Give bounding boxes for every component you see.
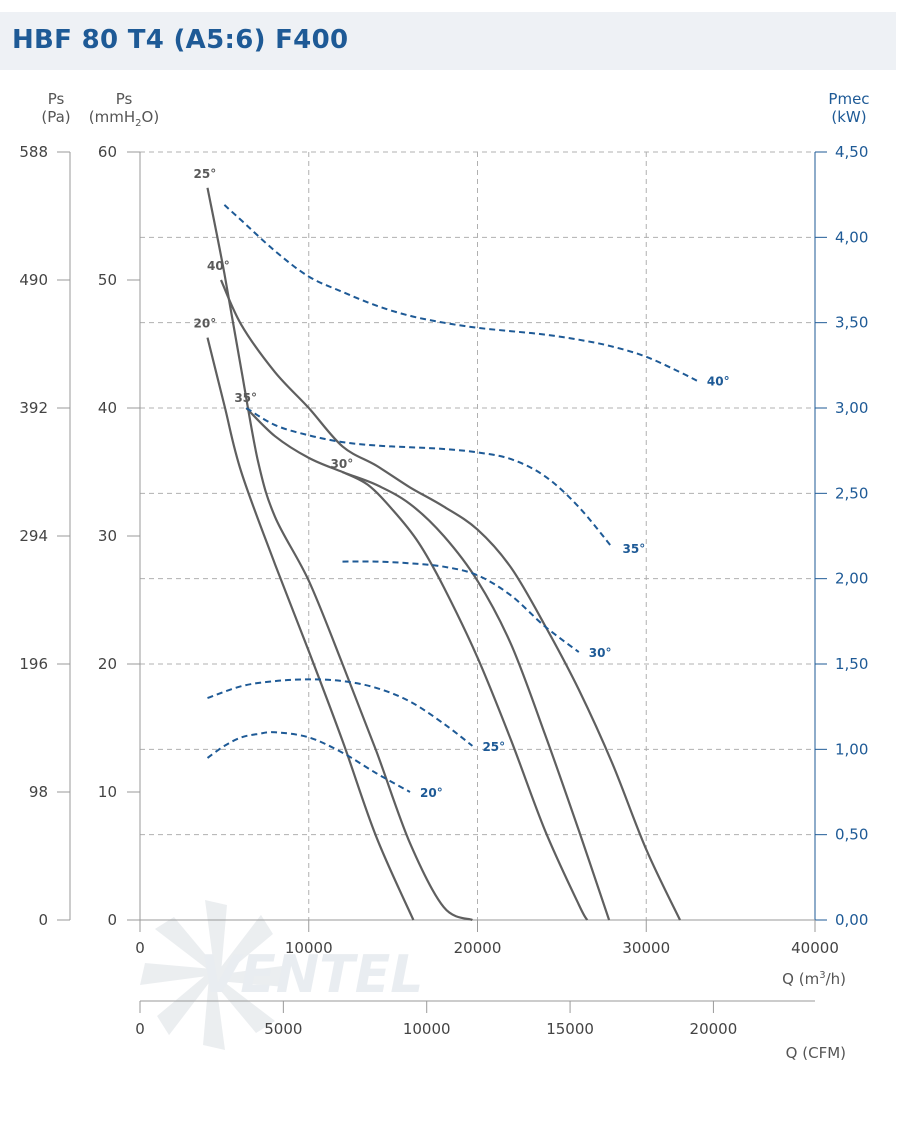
pa-tick-label: 0 (38, 911, 48, 929)
pa-tick-label: 588 (19, 143, 48, 161)
m3h-tick-label: 40000 (791, 939, 839, 957)
pressure-curve-40 (219, 279, 681, 921)
mm-unit-pre: (mmH (89, 108, 135, 126)
kw-tick-label: 1,00 (835, 740, 868, 758)
m3h-label-sup: 3 (819, 970, 825, 981)
pa-tick-label: 490 (19, 271, 48, 289)
power-curve-label: 20° (420, 786, 443, 800)
pressure-curve-label: 20° (194, 317, 217, 331)
m3h-label-pre: Q (m (782, 970, 819, 988)
power-curve-40 (223, 204, 698, 382)
power-curve-30 (342, 560, 580, 653)
axes: 09819629439249058801020304050600,000,501… (19, 143, 868, 1038)
cfm-tick-label: 15000 (546, 1020, 594, 1038)
power-curve-35 (245, 407, 614, 549)
bottom-m3h-axis-label: Q (m3/h) (782, 970, 846, 988)
pressure-curve-25 (206, 187, 473, 922)
pa-tick-label: 196 (19, 655, 48, 673)
power-curve-label: 30° (589, 646, 612, 660)
kw-tick-label: 0,00 (835, 911, 868, 929)
power-curves: 20° 25° 30° 35° 40° (206, 204, 730, 800)
grid (140, 151, 815, 920)
title-bar: HBF 80 T4 (A5:6) F400 (0, 12, 896, 70)
left-pa-axis-label: Ps (48, 90, 65, 108)
cfm-tick-label: 0 (135, 1020, 145, 1038)
m3h-label-post: /h) (826, 970, 846, 988)
mm-tick-label: 20 (98, 655, 117, 673)
pa-tick-label: 294 (19, 527, 48, 545)
mm-tick-label: 30 (98, 527, 117, 545)
m3h-tick-label: 0 (135, 939, 145, 957)
cfm-tick-label: 10000 (403, 1020, 451, 1038)
pressure-curve-label: 30° (331, 457, 354, 471)
mm-unit-post: O) (142, 108, 160, 126)
power-curve-25 (207, 678, 474, 747)
kw-tick-label: 4,00 (835, 228, 868, 246)
mm-tick-label: 0 (107, 911, 117, 929)
kw-tick-label: 3,00 (835, 399, 868, 417)
power-curve-label: 40° (707, 375, 730, 389)
chart-title: HBF 80 T4 (A5:6) F400 (12, 25, 349, 55)
m3h-tick-label: 30000 (622, 939, 670, 957)
cfm-tick-label: 20000 (690, 1020, 738, 1038)
power-curve-label: 35° (623, 542, 646, 556)
mm-tick-label: 50 (98, 271, 117, 289)
mm-unit-sub: 2 (135, 118, 141, 129)
right-axis-label: Pmec (828, 90, 869, 108)
kw-tick-label: 3,50 (835, 314, 868, 332)
left-mm-axis-unit: (mmH2O) (89, 108, 159, 129)
pressure-curve-label: 40° (207, 259, 230, 273)
pressure-curve-35 (245, 407, 611, 921)
power-curve-label: 25° (482, 740, 505, 754)
pressure-curve-label: 35° (234, 391, 257, 405)
mm-tick-label: 60 (98, 143, 117, 161)
pressure-curve-20 (206, 337, 415, 921)
kw-tick-label: 0,50 (835, 826, 868, 844)
pressure-curves: 20° 25° 40° 35° 30° (194, 167, 681, 922)
pressure-curve-label: 25° (194, 167, 217, 181)
ventel-watermark-logo: VENTEL (140, 900, 423, 1050)
kw-tick-label: 2,00 (835, 570, 868, 588)
watermark-text: VENTEL (200, 945, 423, 1005)
bottom-cfm-axis-label: Q (CFM) (786, 1044, 846, 1062)
left-mm-axis-label: Ps (116, 90, 133, 108)
kw-tick-label: 1,50 (835, 655, 868, 673)
left-pa-axis-unit: (Pa) (41, 108, 70, 126)
kw-tick-label: 4,50 (835, 143, 868, 161)
mm-tick-label: 10 (98, 783, 117, 801)
power-curve-20 (206, 731, 411, 793)
right-axis-unit: (kW) (831, 108, 866, 126)
mm-tick-label: 40 (98, 399, 117, 417)
kw-tick-label: 2,50 (835, 484, 868, 502)
m3h-tick-label: 20000 (454, 939, 502, 957)
pa-tick-label: 98 (29, 783, 48, 801)
pa-tick-label: 392 (19, 399, 48, 417)
m3h-tick-label: 10000 (285, 939, 333, 957)
pressure-curve-30 (342, 471, 589, 921)
cfm-tick-label: 5000 (264, 1020, 302, 1038)
